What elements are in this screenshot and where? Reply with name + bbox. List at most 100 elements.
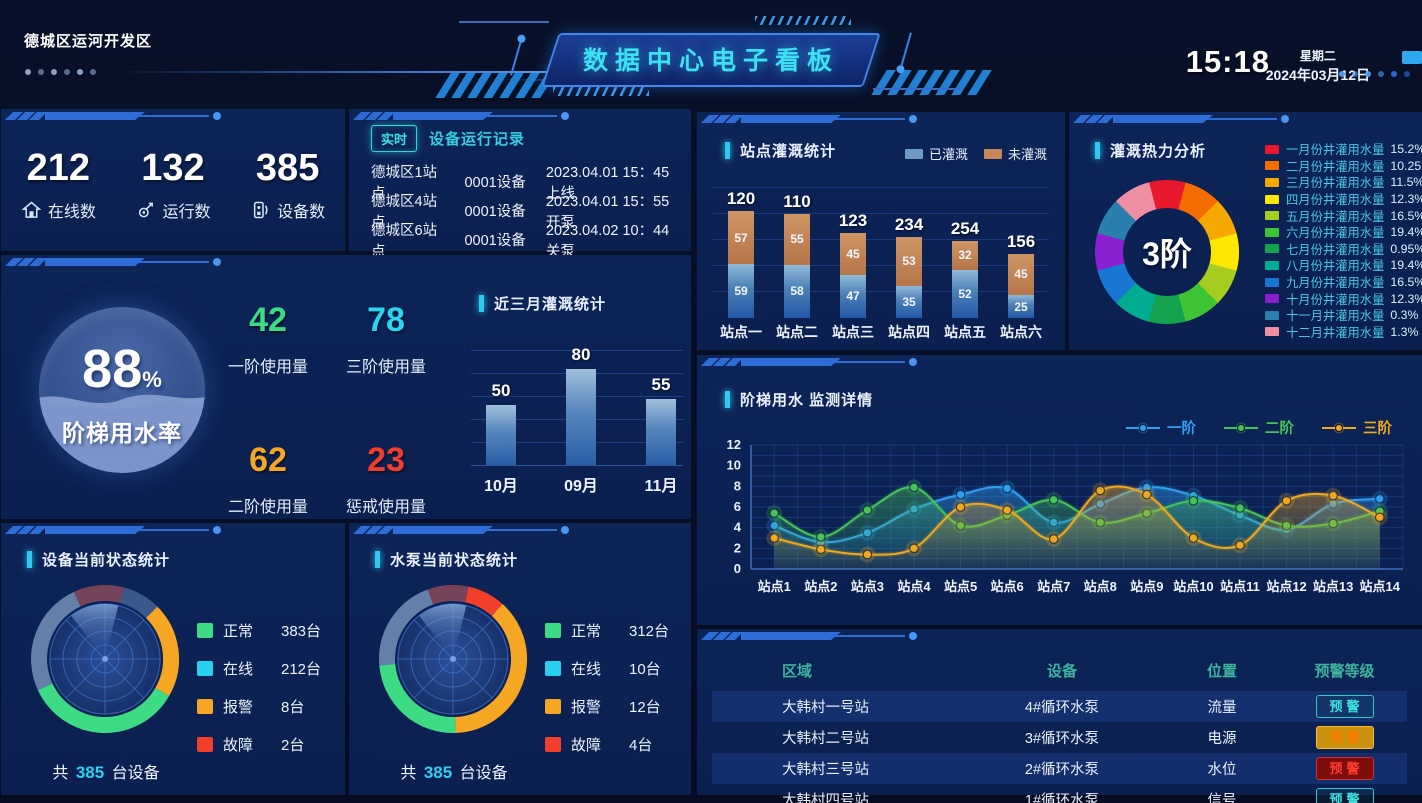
title-hook-right bbox=[895, 32, 912, 75]
bar-total-label: 234 bbox=[894, 215, 924, 235]
water-wave bbox=[39, 394, 205, 473]
legend-swatch bbox=[1265, 310, 1279, 320]
legend-label: 六月份井灌用水量 bbox=[1286, 226, 1385, 241]
alert-level-badge[interactable]: 预警 bbox=[1315, 788, 1374, 803]
title-accent-bar bbox=[725, 142, 730, 159]
legend-item[interactable]: 二阶 bbox=[1224, 417, 1294, 438]
bar-segment-irrigated: 35 bbox=[896, 285, 922, 318]
legend-item[interactable]: 在线 212台 bbox=[197, 649, 321, 687]
alert-level-badge[interactable]: 预警 bbox=[1315, 757, 1374, 780]
bar[interactable] bbox=[486, 405, 516, 465]
usage-metric: 42 一阶使用量 bbox=[213, 289, 323, 377]
record-device: 0001设备 bbox=[464, 204, 526, 220]
alert-level-badge[interactable]: 预警 bbox=[1315, 695, 1374, 718]
legend-item[interactable]: 正常 312台 bbox=[545, 611, 669, 649]
x-axis-label: 09月 bbox=[564, 478, 598, 495]
legend-item[interactable]: 故障 2台 bbox=[197, 725, 321, 763]
legend-item[interactable]: 十一月井灌用水量 0.3% bbox=[1265, 307, 1422, 324]
legend-count: 312台 bbox=[629, 622, 670, 640]
bar-total-label: 254 bbox=[950, 218, 980, 238]
svg-text:4: 4 bbox=[734, 520, 742, 535]
device-status-legend: 正常 383台 在线 212台 报警 8台 故障 2台 bbox=[197, 611, 321, 763]
usage-metrics: 42 一阶使用量 78 三阶使用量 62 二阶使用量 23 惩戒使用量 bbox=[213, 289, 449, 517]
legend-item[interactable]: 一阶 bbox=[1126, 417, 1196, 438]
header: 德城区运河开发区 数据中心电子看板 15:18 星期二 2024年03月12日 bbox=[0, 0, 1422, 106]
legend-item[interactable]: 十月份井灌用水量 12.3% bbox=[1265, 290, 1422, 307]
legend-item[interactable]: 报警 12台 bbox=[545, 687, 669, 725]
legend-count: 212台 bbox=[281, 660, 322, 678]
table-header-cell: 区域 bbox=[782, 662, 813, 680]
metric-value: 42 bbox=[249, 301, 287, 339]
page-title: 数据中心电子看板 bbox=[582, 47, 840, 75]
legend-item[interactable]: 报警 8台 bbox=[197, 687, 321, 725]
legend-item[interactable]: 九月份井灌用水量 16.5% bbox=[1265, 274, 1422, 291]
legend-swatch bbox=[1265, 211, 1279, 221]
bar-value-label: 80 bbox=[571, 345, 591, 364]
gridline bbox=[713, 213, 1049, 214]
legend-value: 1.3% bbox=[1390, 324, 1419, 339]
corner-chip bbox=[1402, 51, 1422, 64]
legend-swatch bbox=[1265, 277, 1279, 287]
legend-item[interactable]: 故障 4台 bbox=[545, 725, 669, 763]
legend-item[interactable]: 五月份井灌用水量 16.5% bbox=[1265, 207, 1422, 224]
cell-area: 大韩村一号站 bbox=[782, 700, 869, 716]
cell-device: 1#循环水泵 bbox=[1024, 793, 1100, 803]
metric-value: 62 bbox=[249, 441, 287, 479]
svg-text:0: 0 bbox=[734, 561, 741, 576]
legend-item[interactable]: 已灌溉 bbox=[904, 144, 968, 163]
legend-item[interactable]: 未灌溉 bbox=[983, 144, 1047, 163]
alerts-table-body: 大韩村一号站 4#循环水泵 流量 预警 大韩村二号站 3#循环水泵 电源 预警 大韩村三号站 2#… bbox=[712, 691, 1407, 803]
table-header-cell: 预警等级 bbox=[1314, 662, 1375, 680]
table-row[interactable]: 大韩村二号站 3#循环水泵 电源 预警 bbox=[712, 722, 1407, 753]
legend-item[interactable]: 八月份井灌用水量 19.4% bbox=[1265, 257, 1422, 274]
alert-level-badge[interactable]: 预警 bbox=[1315, 726, 1374, 749]
svg-text:站点3: 站点3 bbox=[851, 579, 884, 594]
record-row: 德城区1站点 0001设备 2023.04.01 15：45 上线 bbox=[371, 165, 681, 202]
metric-value: 78 bbox=[367, 301, 405, 339]
bar-column[interactable]: 123 45 47 bbox=[825, 170, 881, 318]
bar-column[interactable]: 234 53 35 bbox=[881, 170, 937, 318]
svg-text:站点12: 站点12 bbox=[1266, 579, 1306, 594]
bar[interactable] bbox=[646, 399, 676, 465]
legend-item[interactable]: 十二月井灌用水量 1.3% bbox=[1265, 324, 1422, 341]
cell-level: 预警 bbox=[1282, 726, 1407, 749]
table-row[interactable]: 大韩村一号站 4#循环水泵 流量 预警 bbox=[712, 691, 1407, 722]
svg-text:站点7: 站点7 bbox=[1037, 579, 1070, 594]
heat-donut-chart bbox=[1091, 176, 1243, 328]
legend-item[interactable]: 六月份井灌用水量 19.4% bbox=[1265, 224, 1422, 241]
station-irrigation-legend: 已灌溉 未灌溉 bbox=[904, 144, 1047, 163]
record-time-action: 2023.04.01 15：45 上线 bbox=[545, 164, 670, 202]
metric-label: 一阶使用量 bbox=[227, 359, 308, 376]
bar-column[interactable]: 120 57 59 bbox=[713, 170, 769, 318]
water-rate-unit: % bbox=[142, 367, 162, 392]
metric-value: 23 bbox=[367, 441, 405, 479]
legend-item[interactable]: 三月份井灌用水量 11.5% bbox=[1265, 174, 1422, 191]
metric-label: 惩戒使用量 bbox=[345, 499, 426, 516]
table-row[interactable]: 大韩村四号站 1#循环水泵 信号 预警 bbox=[712, 784, 1407, 803]
alerts-table-header: 区域 设备 位置 预警等级 bbox=[712, 655, 1407, 685]
stat-item: 385 设备数 bbox=[250, 147, 325, 222]
bar-segment-unirrigated: 45 bbox=[840, 233, 866, 275]
svg-text:12: 12 bbox=[727, 439, 741, 452]
pump-status-radar bbox=[377, 583, 529, 735]
bar[interactable] bbox=[566, 369, 596, 465]
panel-top-decoration bbox=[5, 112, 225, 121]
bar-column[interactable]: 156 45 25 bbox=[993, 170, 1049, 318]
bar-column[interactable]: 110 55 58 bbox=[769, 170, 825, 318]
panel-tier-water: 88% 阶梯用水率 42 一阶使用量 78 三阶使用量 62 二阶使用量 23 惩戒使用量 近… bbox=[1, 255, 691, 519]
legend-item[interactable]: 一月份井灌用水量 15.2% bbox=[1265, 141, 1422, 158]
legend-item[interactable]: 在线 10台 bbox=[545, 649, 669, 687]
legend-label: 七月份井灌用水量 bbox=[1286, 242, 1385, 257]
legend-item[interactable]: 四月份井灌用水量 12.3% bbox=[1265, 191, 1422, 208]
bar-column[interactable]: 254 32 52 bbox=[937, 170, 993, 318]
legend-swatch bbox=[1265, 327, 1279, 337]
legend-value: 0.95% bbox=[1390, 241, 1422, 256]
table-row[interactable]: 大韩村三号站 2#循环水泵 水位 预警 bbox=[712, 753, 1407, 784]
legend-item[interactable]: 七月份井灌用水量 0.95% bbox=[1265, 241, 1422, 258]
recent3-chart: 50 10月 80 09月 55 11月 bbox=[471, 345, 683, 495]
legend-item[interactable]: 三阶 bbox=[1322, 417, 1392, 438]
legend-item[interactable]: 二月份井灌用水量 10.25 bbox=[1265, 158, 1422, 175]
legend-count: 12台 bbox=[629, 698, 661, 716]
legend-value: 11.5% bbox=[1390, 175, 1422, 190]
legend-item[interactable]: 正常 383台 bbox=[197, 611, 321, 649]
